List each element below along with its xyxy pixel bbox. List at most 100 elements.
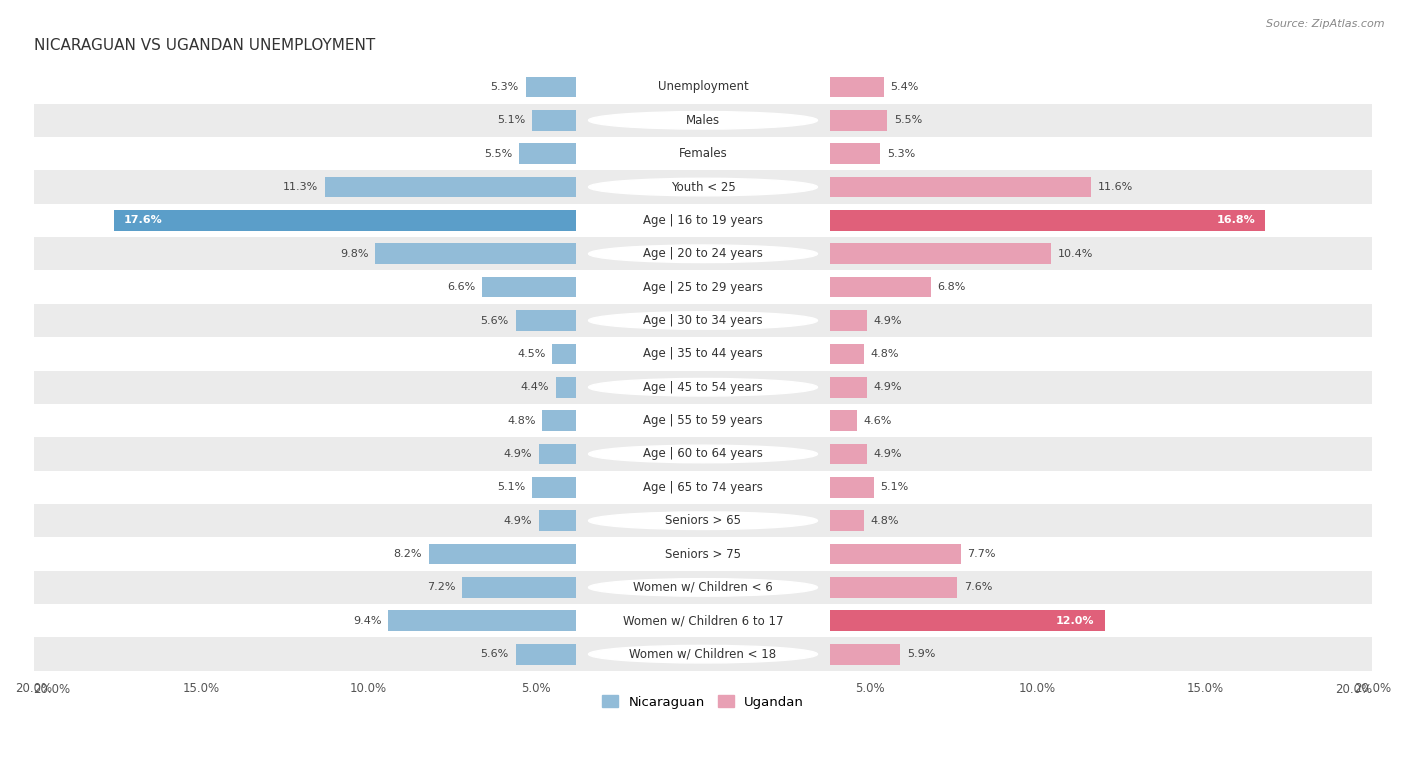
Bar: [830, 377, 868, 397]
Text: 9.8%: 9.8%: [340, 249, 368, 259]
Bar: [543, 410, 576, 431]
Text: Seniors > 75: Seniors > 75: [665, 547, 741, 561]
Bar: [114, 210, 576, 231]
Text: 4.9%: 4.9%: [873, 449, 903, 459]
Text: 6.6%: 6.6%: [447, 282, 475, 292]
Text: 5.6%: 5.6%: [481, 650, 509, 659]
Text: 5.5%: 5.5%: [894, 115, 922, 126]
Ellipse shape: [589, 178, 817, 196]
Bar: [830, 344, 863, 364]
Bar: [482, 277, 576, 298]
Bar: [830, 277, 931, 298]
Bar: [34, 404, 1372, 438]
Bar: [34, 104, 1372, 137]
Text: 8.2%: 8.2%: [394, 549, 422, 559]
Ellipse shape: [589, 245, 817, 263]
Text: 5.5%: 5.5%: [484, 148, 512, 159]
Ellipse shape: [589, 145, 817, 163]
Bar: [34, 471, 1372, 504]
Text: Source: ZipAtlas.com: Source: ZipAtlas.com: [1267, 19, 1385, 29]
Text: Age | 55 to 59 years: Age | 55 to 59 years: [643, 414, 763, 427]
Ellipse shape: [589, 412, 817, 429]
Ellipse shape: [589, 279, 817, 296]
Text: 5.1%: 5.1%: [498, 482, 526, 492]
Text: Females: Females: [679, 147, 727, 160]
Bar: [533, 477, 576, 497]
Legend: Nicaraguan, Ugandan: Nicaraguan, Ugandan: [596, 690, 810, 714]
Bar: [34, 371, 1372, 404]
Ellipse shape: [589, 478, 817, 496]
Bar: [830, 110, 887, 131]
Bar: [34, 637, 1372, 671]
Text: Males: Males: [686, 114, 720, 127]
Text: Women w/ Children < 6: Women w/ Children < 6: [633, 581, 773, 594]
Bar: [538, 510, 576, 531]
Text: 4.8%: 4.8%: [870, 516, 898, 525]
Text: 4.9%: 4.9%: [503, 449, 533, 459]
Bar: [519, 143, 576, 164]
Bar: [830, 610, 1105, 631]
Bar: [830, 210, 1265, 231]
Text: 12.0%: 12.0%: [1056, 615, 1095, 626]
Text: 4.6%: 4.6%: [863, 416, 891, 425]
Text: Women w/ Children < 18: Women w/ Children < 18: [630, 648, 776, 661]
Bar: [538, 444, 576, 464]
Text: Unemployment: Unemployment: [658, 80, 748, 93]
Bar: [34, 170, 1372, 204]
Text: 11.3%: 11.3%: [283, 182, 318, 192]
Ellipse shape: [589, 212, 817, 229]
Bar: [830, 510, 863, 531]
Text: Youth < 25: Youth < 25: [671, 181, 735, 194]
Text: 10.4%: 10.4%: [1057, 249, 1094, 259]
Bar: [526, 76, 576, 98]
Bar: [830, 310, 868, 331]
Bar: [830, 176, 1091, 198]
Text: Age | 45 to 54 years: Age | 45 to 54 years: [643, 381, 763, 394]
Text: 5.4%: 5.4%: [890, 82, 918, 92]
Bar: [34, 137, 1372, 170]
Ellipse shape: [589, 512, 817, 529]
Text: 5.3%: 5.3%: [491, 82, 519, 92]
Bar: [34, 237, 1372, 270]
Text: Age | 25 to 29 years: Age | 25 to 29 years: [643, 281, 763, 294]
Bar: [34, 337, 1372, 371]
Text: 4.4%: 4.4%: [520, 382, 548, 392]
Bar: [34, 304, 1372, 337]
Bar: [830, 143, 880, 164]
Text: 4.9%: 4.9%: [873, 316, 903, 326]
Ellipse shape: [589, 312, 817, 329]
Text: 5.1%: 5.1%: [498, 115, 526, 126]
Text: Seniors > 65: Seniors > 65: [665, 514, 741, 527]
Bar: [516, 310, 576, 331]
Bar: [830, 444, 868, 464]
Text: 4.8%: 4.8%: [870, 349, 898, 359]
Text: 5.1%: 5.1%: [880, 482, 908, 492]
Bar: [533, 110, 576, 131]
Bar: [34, 571, 1372, 604]
Text: 4.5%: 4.5%: [517, 349, 546, 359]
Ellipse shape: [589, 445, 817, 463]
Bar: [388, 610, 576, 631]
Bar: [830, 244, 1052, 264]
Text: 4.8%: 4.8%: [508, 416, 536, 425]
Bar: [553, 344, 576, 364]
Bar: [34, 204, 1372, 237]
Bar: [375, 244, 576, 264]
Text: 7.6%: 7.6%: [965, 582, 993, 593]
Ellipse shape: [589, 545, 817, 563]
Bar: [34, 537, 1372, 571]
Ellipse shape: [589, 78, 817, 95]
Text: Age | 35 to 44 years: Age | 35 to 44 years: [643, 347, 763, 360]
Text: 11.6%: 11.6%: [1098, 182, 1133, 192]
Bar: [830, 76, 884, 98]
Text: 17.6%: 17.6%: [124, 216, 163, 226]
Text: 5.9%: 5.9%: [907, 650, 935, 659]
Text: 4.9%: 4.9%: [503, 516, 533, 525]
Text: 7.7%: 7.7%: [967, 549, 995, 559]
Bar: [830, 410, 858, 431]
Bar: [516, 643, 576, 665]
Bar: [830, 643, 900, 665]
Text: 20.0%: 20.0%: [34, 683, 70, 696]
Bar: [830, 544, 960, 565]
Ellipse shape: [589, 612, 817, 630]
